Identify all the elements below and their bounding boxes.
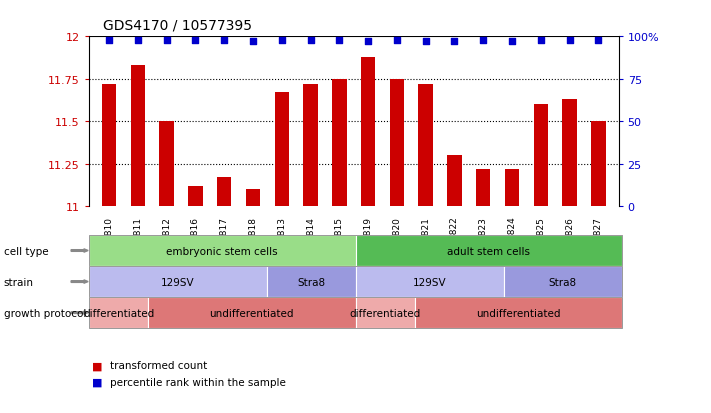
Bar: [390, 79, 404, 206]
Point: [276, 37, 287, 44]
Text: growth protocol: growth protocol: [4, 308, 86, 318]
Point: [449, 39, 460, 45]
Bar: [188, 186, 203, 206]
Point: [333, 37, 345, 44]
Text: Stra8: Stra8: [297, 277, 325, 287]
Point: [103, 37, 114, 44]
Text: differentiated: differentiated: [83, 308, 154, 318]
Bar: [274, 93, 289, 206]
Bar: [102, 85, 116, 206]
Text: Stra8: Stra8: [549, 277, 577, 287]
Text: 129SV: 129SV: [413, 277, 447, 287]
Bar: [361, 57, 375, 206]
Bar: [217, 178, 231, 206]
Point: [247, 39, 259, 45]
Bar: [505, 169, 519, 206]
Bar: [447, 156, 461, 206]
Bar: [592, 122, 606, 206]
Point: [593, 37, 604, 44]
Text: percentile rank within the sample: percentile rank within the sample: [110, 377, 286, 387]
Text: cell type: cell type: [4, 246, 48, 256]
Point: [564, 37, 575, 44]
Text: ■: ■: [92, 377, 103, 387]
Bar: [332, 79, 346, 206]
Text: embryonic stem cells: embryonic stem cells: [166, 246, 278, 256]
Text: strain: strain: [4, 277, 33, 287]
Bar: [159, 122, 173, 206]
Point: [161, 37, 172, 44]
Text: GDS4170 / 10577395: GDS4170 / 10577395: [103, 19, 252, 33]
Bar: [562, 100, 577, 206]
Text: 129SV: 129SV: [161, 277, 195, 287]
Point: [535, 37, 547, 44]
Bar: [246, 190, 260, 206]
Point: [132, 37, 144, 44]
Point: [305, 37, 316, 44]
Point: [363, 39, 374, 45]
Point: [420, 39, 432, 45]
Bar: [476, 169, 491, 206]
Bar: [534, 105, 548, 206]
Text: undifferentiated: undifferentiated: [476, 308, 561, 318]
Text: adult stem cells: adult stem cells: [447, 246, 530, 256]
Point: [478, 37, 489, 44]
Point: [218, 37, 230, 44]
Text: transformed count: transformed count: [110, 361, 208, 370]
Point: [506, 39, 518, 45]
Point: [190, 37, 201, 44]
Text: ■: ■: [92, 361, 103, 370]
Bar: [304, 85, 318, 206]
Bar: [419, 85, 433, 206]
Point: [391, 37, 402, 44]
Text: differentiated: differentiated: [350, 308, 421, 318]
Text: undifferentiated: undifferentiated: [210, 308, 294, 318]
Bar: [131, 66, 145, 206]
